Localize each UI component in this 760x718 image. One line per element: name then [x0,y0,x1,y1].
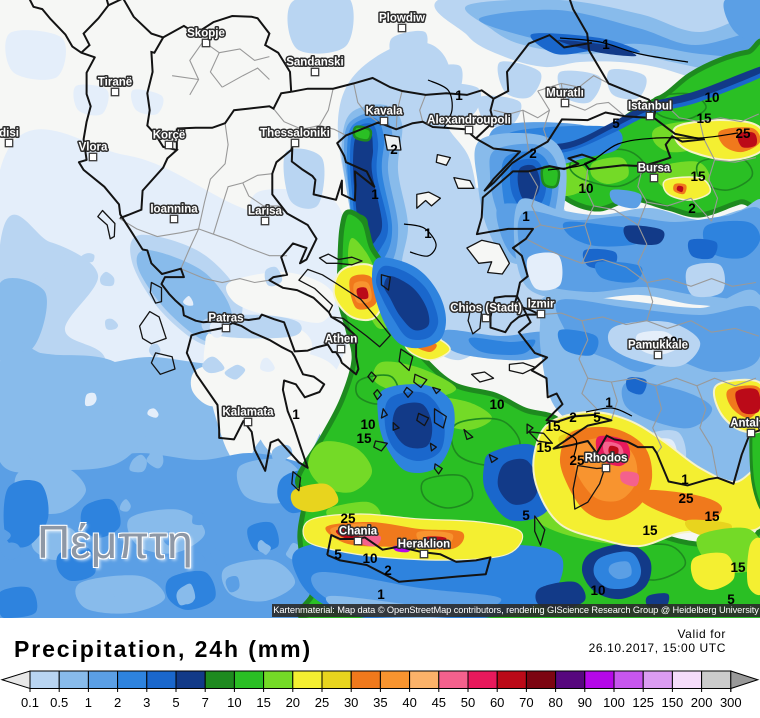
svg-text:Chania: Chania [339,526,378,538]
svg-text:Larisa: Larisa [248,206,282,218]
svg-text:90: 90 [578,695,592,710]
svg-text:15: 15 [690,169,706,184]
svg-text:2: 2 [384,563,392,578]
svg-text:10: 10 [578,181,593,196]
svg-text:35: 35 [373,695,387,710]
svg-text:15: 15 [356,431,372,446]
svg-text:30: 30 [344,695,358,710]
svg-text:1: 1 [522,209,530,224]
svg-text:Antalya: Antalya [730,418,760,430]
svg-text:5: 5 [522,508,530,523]
svg-text:10: 10 [227,695,241,710]
svg-text:Izmir: Izmir [528,299,555,311]
svg-text:1: 1 [85,695,92,710]
svg-text:Ioannina: Ioannina [150,204,198,216]
svg-text:45: 45 [432,695,446,710]
svg-text:5: 5 [593,410,601,425]
svg-text:50: 50 [461,695,475,710]
svg-text:Kavala: Kavala [365,106,403,118]
svg-text:0.5: 0.5 [50,695,68,710]
svg-text:Kalamata: Kalamata [222,407,274,419]
svg-text:2: 2 [688,201,696,216]
svg-text:Athen: Athen [325,334,358,346]
svg-text:15: 15 [536,440,552,455]
svg-text:80: 80 [548,695,562,710]
svg-text:25: 25 [340,511,356,526]
svg-text:1: 1 [377,587,385,602]
svg-text:1: 1 [292,407,300,422]
svg-text:2: 2 [529,146,537,161]
svg-text:10: 10 [489,397,504,412]
svg-text:2: 2 [390,142,398,157]
svg-text:15: 15 [730,560,746,575]
svg-text:25: 25 [569,453,585,468]
svg-text:2: 2 [114,695,121,710]
svg-text:10: 10 [662,334,677,349]
svg-text:disi: disi [0,128,19,140]
svg-text:15: 15 [704,509,720,524]
svg-text:125: 125 [632,695,654,710]
svg-text:Tiranë: Tiranë [98,77,132,89]
svg-text:Skopje: Skopje [187,28,225,40]
svg-text:Chios (Stadt): Chios (Stadt) [450,303,522,315]
svg-text:Sandanski: Sandanski [286,57,344,69]
svg-text:300: 300 [720,695,742,710]
svg-text:Pamukkale: Pamukkale [628,340,688,352]
svg-text:2: 2 [569,410,577,425]
svg-text:0.1: 0.1 [21,695,39,710]
svg-text:200: 200 [691,695,713,710]
svg-text:10: 10 [362,551,377,566]
svg-text:150: 150 [662,695,684,710]
svg-text:Heraklion: Heraklion [398,539,450,551]
svg-text:60: 60 [490,695,504,710]
svg-text:3: 3 [143,695,150,710]
svg-text:Thessaloniki: Thessaloniki [260,128,330,140]
svg-text:Bursa: Bursa [638,163,671,175]
svg-text:5: 5 [172,695,179,710]
svg-text:Istanbul: Istanbul [628,101,672,113]
svg-text:1: 1 [424,226,432,241]
svg-text:70: 70 [519,695,533,710]
svg-text:1: 1 [681,472,689,487]
svg-text:10: 10 [704,90,719,105]
svg-text:1: 1 [602,37,610,52]
svg-text:Korçë: Korçë [153,130,186,142]
svg-text:25: 25 [735,126,751,141]
svg-text:Alexandroupoli: Alexandroupoli [427,115,511,127]
svg-text:5: 5 [727,592,735,607]
svg-text:Rhodos: Rhodos [585,453,628,465]
svg-text:1: 1 [371,187,379,202]
svg-text:10: 10 [360,417,375,432]
svg-text:1: 1 [455,88,463,103]
svg-text:40: 40 [402,695,416,710]
svg-text:15: 15 [642,523,658,538]
svg-text:5: 5 [334,547,342,562]
svg-text:Patras: Patras [208,313,243,325]
svg-text:Vlora: Vlora [79,142,108,154]
svg-text:7: 7 [202,695,209,710]
svg-text:100: 100 [603,695,625,710]
svg-text:15: 15 [256,695,270,710]
svg-text:Plowdiw: Plowdiw [379,13,425,25]
svg-text:5: 5 [612,116,620,131]
svg-text:15: 15 [545,419,561,434]
svg-text:20: 20 [286,695,300,710]
svg-text:1: 1 [605,395,613,410]
svg-text:25: 25 [315,695,329,710]
svg-text:25: 25 [678,491,694,506]
svg-text:15: 15 [696,111,712,126]
svg-text:Muratlı: Muratlı [546,88,584,100]
svg-text:10: 10 [590,583,605,598]
